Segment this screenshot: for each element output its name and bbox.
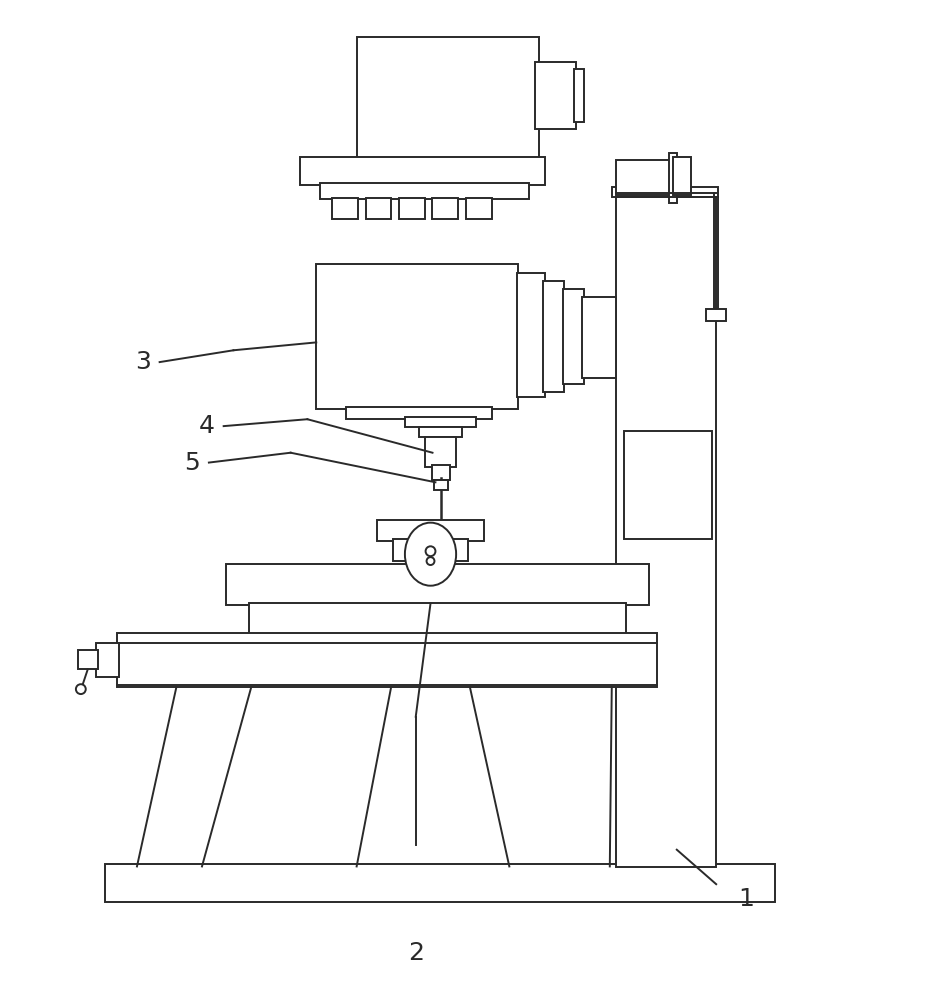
Bar	[434, 480, 448, 490]
Bar	[393, 539, 468, 561]
Bar	[615, 160, 674, 195]
Bar	[377, 520, 483, 541]
Text: 4: 4	[199, 414, 214, 438]
Bar	[562, 289, 584, 384]
Bar	[582, 297, 615, 378]
Bar	[78, 650, 97, 669]
Bar	[117, 633, 656, 687]
Bar	[345, 407, 491, 419]
Bar	[432, 465, 450, 480]
Bar	[226, 564, 649, 605]
Bar	[316, 264, 518, 409]
Bar	[623, 431, 712, 539]
Ellipse shape	[405, 523, 456, 586]
Text: 5: 5	[184, 451, 200, 475]
Bar	[535, 62, 575, 129]
Circle shape	[76, 684, 85, 694]
Text: 2: 2	[407, 941, 423, 965]
Bar	[672, 157, 690, 195]
Bar	[668, 153, 677, 203]
Bar	[466, 198, 491, 219]
Text: 1: 1	[737, 887, 753, 911]
Bar	[612, 187, 717, 197]
Bar	[106, 864, 775, 902]
Bar	[424, 437, 456, 467]
Text: 3: 3	[135, 350, 150, 374]
Bar	[432, 198, 458, 219]
Bar	[705, 309, 726, 321]
Bar	[542, 281, 564, 392]
Bar	[300, 157, 544, 185]
Bar	[615, 193, 715, 867]
Bar	[320, 183, 528, 199]
Circle shape	[426, 557, 434, 565]
Bar	[331, 198, 357, 219]
Bar	[517, 273, 544, 397]
Circle shape	[425, 546, 435, 556]
Bar	[405, 417, 475, 427]
Bar	[356, 37, 538, 160]
Bar	[574, 69, 584, 122]
Bar	[96, 643, 119, 677]
Bar	[398, 198, 424, 219]
Bar	[249, 603, 625, 635]
Bar	[365, 198, 391, 219]
Bar	[419, 427, 461, 437]
